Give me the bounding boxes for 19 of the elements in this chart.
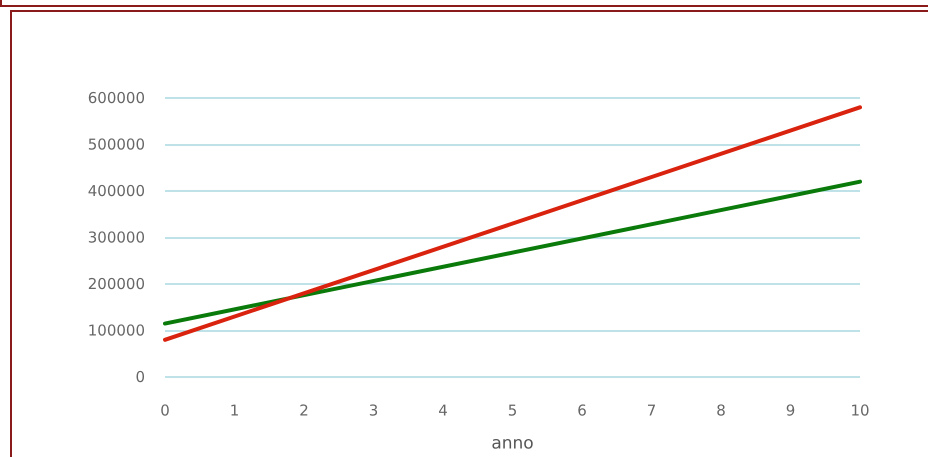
x-tick-label: 5 xyxy=(508,402,518,420)
y-tick-label: 500000 xyxy=(88,136,145,154)
y-tick-label: 400000 xyxy=(88,182,145,200)
x-tick-label: 2 xyxy=(299,402,309,420)
x-axis-title: anno xyxy=(491,434,534,454)
y-tick-label: 200000 xyxy=(88,275,145,293)
x-tick-label: 8 xyxy=(716,402,726,420)
x-tick-label: 0 xyxy=(160,402,170,420)
x-tick-label: 3 xyxy=(368,402,378,420)
y-tick-label: 300000 xyxy=(88,228,145,246)
x-tick-label: 4 xyxy=(438,402,448,420)
x-tick-label: 6 xyxy=(577,402,587,420)
y-tick-label: 600000 xyxy=(88,89,145,107)
x-tick-label: 7 xyxy=(646,402,656,420)
x-tick-label: 9 xyxy=(786,402,796,420)
x-tick-label: 1 xyxy=(230,402,240,420)
x-tick-label: 10 xyxy=(850,402,870,420)
y-tick-label: 100000 xyxy=(88,322,145,340)
y-tick-label: 0 xyxy=(135,368,145,386)
